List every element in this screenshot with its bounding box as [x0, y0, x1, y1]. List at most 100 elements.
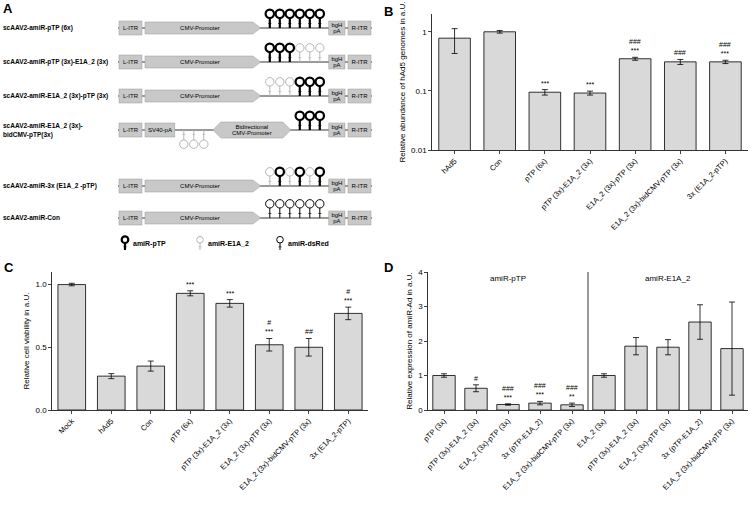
svg-text:scAAV2-amiR-3x (E1A_2 -pTP): scAAV2-amiR-3x (E1A_2 -pTP) — [3, 182, 97, 190]
svg-text:pA: pA — [333, 130, 340, 136]
svg-text:4: 4 — [418, 268, 423, 277]
svg-text:***: *** — [541, 80, 549, 87]
svg-text:pTP (3x)-E1A_2 (3x): pTP (3x)-E1A_2 (3x) — [179, 416, 234, 471]
svg-text:bgH: bgH — [331, 56, 342, 62]
svg-text:Mock: Mock — [57, 417, 76, 436]
svg-text:1.0: 1.0 — [35, 280, 47, 289]
svg-text:E1A_2 (3x)-pTP (3x): E1A_2 (3x)-pTP (3x) — [457, 416, 512, 471]
svg-text:***: *** — [226, 290, 234, 297]
svg-text:E1A_2 (3x)-pTP (3x): E1A_2 (3x)-pTP (3x) — [584, 156, 639, 211]
svg-text:scAAV2-amiR-E1A_2 (3x)-: scAAV2-amiR-E1A_2 (3x)- — [3, 122, 83, 130]
svg-text:L-ITR: L-ITR — [123, 93, 139, 99]
svg-text:scAAV2-amiR-Con: scAAV2-amiR-Con — [3, 214, 60, 221]
svg-text:3x (E1A_2-pTP): 3x (E1A_2-pTP) — [685, 156, 730, 201]
svg-text:CMV-Promoter: CMV-Promoter — [180, 59, 220, 65]
svg-text:###***: ###*** — [502, 385, 514, 401]
svg-text:CMV-Promoter: CMV-Promoter — [180, 215, 220, 221]
svg-text:R-ITR: R-ITR — [352, 25, 369, 31]
svg-text:CMV-Promoter: CMV-Promoter — [180, 25, 220, 31]
svg-text:pA: pA — [333, 28, 340, 34]
svg-text:hAd5: hAd5 — [97, 417, 116, 436]
svg-text:R-ITR: R-ITR — [352, 93, 369, 99]
svg-text:CMV-Promoter: CMV-Promoter — [232, 130, 272, 136]
svg-text:0: 0 — [418, 406, 423, 415]
svg-text:bidCMV-pTP(3x): bidCMV-pTP(3x) — [3, 131, 53, 139]
svg-text:pA: pA — [333, 218, 340, 224]
svg-text:amiR-E1A_2: amiR-E1A_2 — [208, 240, 249, 247]
svg-text:A: A — [3, 1, 13, 16]
svg-text:###: ### — [674, 49, 686, 56]
svg-text:Con: Con — [488, 157, 504, 173]
svg-text:1: 1 — [422, 28, 427, 37]
svg-text:Relative expression of amiR-Ad: Relative expression of amiR-Ad in a.U. — [405, 272, 414, 409]
svg-text:pTP (6x): pTP (6x) — [168, 416, 195, 443]
svg-text:3: 3 — [418, 302, 423, 311]
svg-text:pTP (3x)-E1A_2 (3x): pTP (3x)-E1A_2 (3x) — [425, 416, 480, 471]
svg-text:#***: #*** — [265, 319, 273, 335]
svg-text:pA: pA — [333, 186, 340, 192]
svg-text:#***: #*** — [344, 288, 352, 304]
svg-text:scAAV2-amiR-E1A_2 (3x)-pTP (3x: scAAV2-amiR-E1A_2 (3x)-pTP (3x) — [3, 92, 108, 100]
svg-text:***: *** — [586, 81, 594, 88]
svg-text:L-ITR: L-ITR — [123, 25, 139, 31]
svg-text:L-ITR: L-ITR — [123, 59, 139, 65]
svg-text:pTP (6x): pTP (6x) — [522, 156, 549, 183]
svg-text:###***: ###*** — [719, 41, 731, 57]
svg-text:***: *** — [186, 281, 194, 288]
svg-text:scAAV2-amiR-pTP (3x)-E1A_2 (3x: scAAV2-amiR-pTP (3x)-E1A_2 (3x) — [3, 58, 108, 66]
svg-text:C: C — [4, 260, 14, 275]
svg-text:1: 1 — [418, 371, 423, 380]
svg-text:pTP (3x)-E1A_2 (3x): pTP (3x)-E1A_2 (3x) — [539, 156, 594, 211]
svg-text:amiR-pTP: amiR-pTP — [133, 240, 166, 248]
svg-text:E1A_2 (3x)-bidCMV-pTP (3x): E1A_2 (3x)-bidCMV-pTP (3x) — [501, 416, 577, 492]
svg-text:##: ## — [305, 328, 313, 335]
svg-text:R-ITR: R-ITR — [352, 59, 369, 65]
svg-text:0.1: 0.1 — [415, 87, 427, 96]
svg-text:CMV-Promoter: CMV-Promoter — [180, 93, 220, 99]
svg-text:scAAV2-amiR-pTP (6x): scAAV2-amiR-pTP (6x) — [3, 24, 73, 32]
svg-text:Relative cell viability in a.U: Relative cell viability in a.U. — [22, 293, 31, 390]
svg-text:Relative abundance of hAd5 gen: Relative abundance of hAd5 genomes in a.… — [398, 2, 407, 163]
svg-text:SV40-pA: SV40-pA — [148, 127, 172, 133]
svg-text:pTP (3x): pTP (3x) — [421, 416, 448, 443]
svg-text:E1A_2 (3x)-pTP (3x): E1A_2 (3x)-pTP (3x) — [617, 416, 672, 471]
svg-text:E1A_2 (3x)-pTP (3x): E1A_2 (3x)-pTP (3x) — [218, 416, 273, 471]
svg-text:3x (E1A_2-pTP): 3x (E1A_2-pTP) — [308, 416, 353, 461]
svg-text:Con: Con — [139, 417, 155, 433]
svg-text:bgH: bgH — [331, 212, 342, 218]
svg-text:L-ITR: L-ITR — [123, 127, 139, 133]
svg-text:0.0: 0.0 — [35, 406, 47, 415]
svg-text:3x (pTP-E1A_2): 3x (pTP-E1A_2) — [660, 416, 705, 461]
svg-text:R-ITR: R-ITR — [352, 127, 369, 133]
svg-text:L-ITR: L-ITR — [123, 215, 139, 221]
svg-text:pA: pA — [333, 96, 340, 102]
svg-text:B: B — [384, 4, 393, 19]
svg-text:###***: ###*** — [534, 382, 546, 398]
svg-text:0.5: 0.5 — [35, 343, 47, 352]
svg-text:pTP (3x)-E1A_2 (3x): pTP (3x)-E1A_2 (3x) — [585, 416, 640, 471]
svg-text:bgH: bgH — [331, 124, 342, 130]
svg-text:bgH: bgH — [331, 180, 342, 186]
svg-text:bgH: bgH — [331, 22, 342, 28]
svg-text:E1A_2 (3x): E1A_2 (3x) — [575, 416, 608, 449]
svg-text:R-ITR: R-ITR — [352, 215, 369, 221]
svg-text:0.01: 0.01 — [411, 146, 427, 155]
svg-text:###**: ###** — [566, 384, 578, 400]
svg-text:3x (pTP-E1A_2): 3x (pTP-E1A_2) — [500, 416, 545, 461]
svg-text:L-ITR: L-ITR — [123, 183, 139, 189]
svg-text:###***: ###*** — [629, 38, 641, 54]
svg-text:2: 2 — [418, 337, 423, 346]
svg-text:bgH: bgH — [331, 90, 342, 96]
svg-text:E1A_2 (3x)-bidCMV-pTP (3x): E1A_2 (3x)-bidCMV-pTP (3x) — [238, 416, 314, 492]
svg-text:amiR-E1A_2: amiR-E1A_2 — [645, 274, 691, 283]
svg-text:#: # — [474, 375, 478, 382]
svg-text:pA: pA — [333, 62, 340, 68]
svg-text:R-ITR: R-ITR — [352, 183, 369, 189]
svg-text:D: D — [384, 260, 393, 275]
svg-text:hAd5: hAd5 — [440, 157, 459, 176]
svg-text:CMV-Promoter: CMV-Promoter — [180, 183, 220, 189]
svg-text:E1A_2 (3x)-bidCMV-pTP (3x): E1A_2 (3x)-bidCMV-pTP (3x) — [609, 156, 685, 232]
svg-text:E1A_2 (3x)-bidCMV-pTP (3x): E1A_2 (3x)-bidCMV-pTP (3x) — [661, 416, 737, 492]
svg-text:Bidirectional: Bidirectional — [235, 124, 268, 130]
svg-text:amiR-pTP: amiR-pTP — [490, 274, 526, 283]
